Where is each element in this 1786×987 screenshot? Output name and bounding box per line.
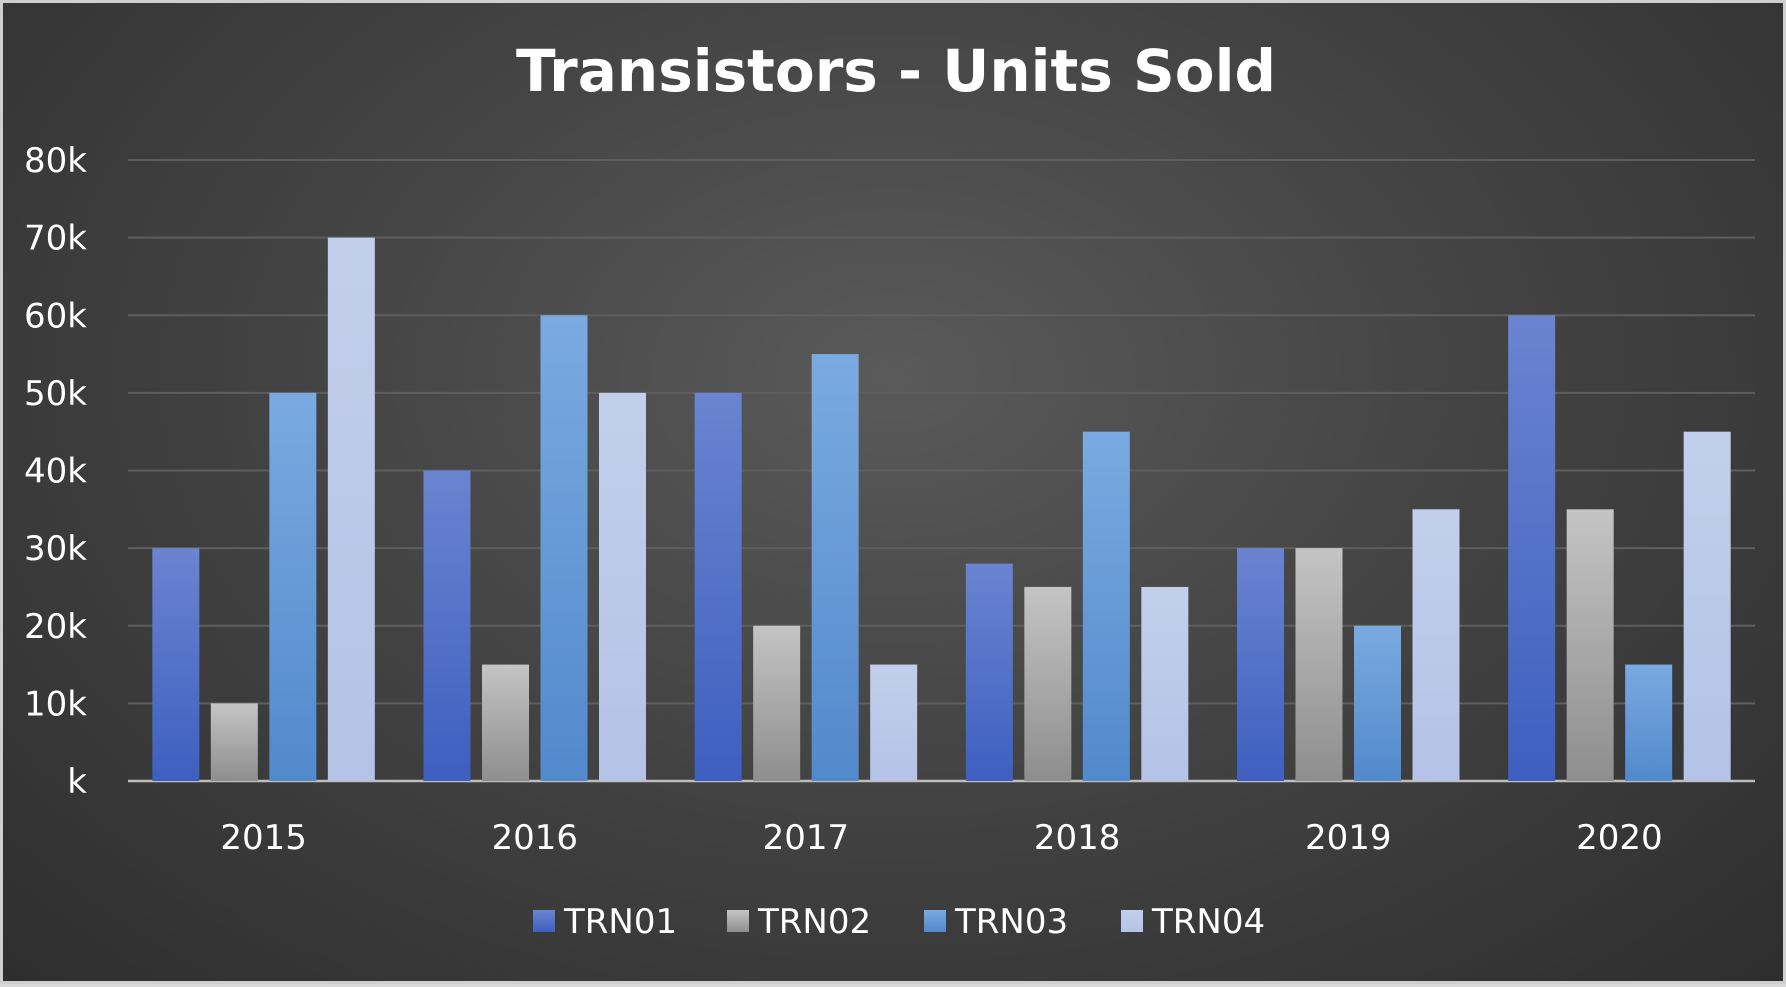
bar-trn01-2020 bbox=[1508, 315, 1556, 781]
bar-trn02-2020 bbox=[1566, 509, 1614, 781]
legend-label-trn03: TRN03 bbox=[954, 902, 1068, 942]
bar-trn04-2015 bbox=[327, 237, 375, 781]
bar-trn01-2018 bbox=[965, 563, 1013, 781]
bars bbox=[152, 237, 1731, 781]
bar-trn01-2016 bbox=[423, 470, 471, 781]
y-tick-label: 60k bbox=[24, 296, 87, 336]
legend-swatch-trn03 bbox=[924, 910, 946, 932]
y-tick-label: 30k bbox=[24, 529, 87, 569]
bar-trn04-2017 bbox=[870, 664, 918, 781]
y-axis-ticks: k 10k 20k 30k 40k 50k 60k 70k 80k bbox=[24, 141, 87, 802]
bar-trn04-2020 bbox=[1683, 431, 1731, 781]
y-tick-label: 80k bbox=[24, 141, 87, 181]
x-tick-label: 2015 bbox=[220, 818, 307, 858]
x-tick-label: 2018 bbox=[1034, 818, 1121, 858]
bar-trn01-2017 bbox=[694, 392, 742, 781]
y-tick-label: 10k bbox=[24, 684, 87, 724]
bar-trn04-2018 bbox=[1141, 586, 1189, 781]
bar-trn02-2018 bbox=[1024, 586, 1072, 781]
bar-trn03-2020 bbox=[1625, 664, 1673, 781]
bar-trn04-2016 bbox=[599, 392, 646, 781]
legend-swatch-trn04 bbox=[1121, 910, 1143, 932]
legend-label-trn02: TRN02 bbox=[757, 902, 871, 942]
x-tick-label: 2017 bbox=[763, 818, 850, 858]
bar-trn02-2015 bbox=[210, 703, 258, 781]
bar-trn03-2019 bbox=[1354, 625, 1401, 781]
bar-trn03-2018 bbox=[1082, 431, 1130, 781]
legend-label-trn04: TRN04 bbox=[1151, 902, 1265, 942]
bar-trn03-2015 bbox=[269, 392, 317, 781]
gridlines bbox=[128, 159, 1755, 783]
bar-trn01-2019 bbox=[1237, 548, 1284, 781]
legend-swatch-trn01 bbox=[533, 910, 555, 932]
legend: TRN01 TRN02 TRN03 TRN04 bbox=[533, 902, 1265, 942]
bar-trn01-2015 bbox=[152, 548, 200, 781]
bar-trn02-2016 bbox=[482, 664, 529, 781]
legend-label-trn01: TRN01 bbox=[563, 902, 677, 942]
x-tick-label: 2019 bbox=[1305, 818, 1392, 858]
chart-title: Transistors - Units Sold bbox=[516, 37, 1276, 105]
bar-trn04-2019 bbox=[1412, 509, 1460, 781]
bar-chart: Transistors - Units Sold k 10k 20k 30k 40k 50… bbox=[24, 37, 1755, 942]
x-axis-ticks: 2015 2016 2017 2018 2019 2020 bbox=[220, 818, 1662, 858]
bar-trn03-2017 bbox=[811, 354, 859, 781]
x-tick-label: 2020 bbox=[1576, 818, 1663, 858]
x-tick-label: 2016 bbox=[491, 818, 578, 858]
legend-swatch-trn02 bbox=[727, 910, 749, 932]
bar-trn02-2017 bbox=[753, 625, 801, 781]
bar-trn03-2016 bbox=[540, 315, 588, 781]
y-tick-label: 40k bbox=[24, 452, 87, 492]
y-tick-label: 70k bbox=[24, 219, 87, 259]
y-tick-label: k bbox=[67, 762, 87, 802]
y-tick-label: 50k bbox=[24, 374, 87, 414]
y-tick-label: 20k bbox=[24, 607, 87, 647]
bar-trn02-2019 bbox=[1295, 548, 1343, 781]
